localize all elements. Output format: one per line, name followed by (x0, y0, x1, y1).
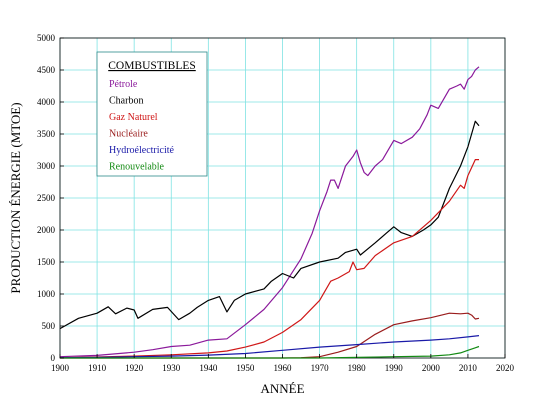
x-tick-label: 1940 (199, 363, 218, 373)
series-line-renouvelable (60, 345, 480, 359)
series-layer (59, 66, 480, 359)
y-tick-label: 4000 (37, 97, 56, 107)
series-line-petrole (59, 66, 480, 358)
x-tick-label: 1930 (162, 363, 181, 373)
y-tick-label: 3500 (37, 129, 56, 139)
y-tick-label: 2500 (37, 193, 56, 203)
y-tick-label: 0 (51, 353, 56, 363)
legend-entry: Gaz Naturel (109, 112, 158, 123)
x-tick-label: 1990 (385, 363, 404, 373)
legend-box (96, 51, 208, 177)
y-tick-label: 500 (42, 321, 56, 331)
x-tick-label: 1960 (274, 363, 293, 373)
legend-entry: Hydroélectricité (109, 145, 175, 156)
x-tick-label: 1980 (348, 363, 367, 373)
series-line-gaz-naturel (59, 159, 479, 359)
x-tick-label: 2000 (422, 363, 441, 373)
legend-entry: Renouvelable (109, 162, 165, 173)
y-tick-label: 2000 (37, 225, 56, 235)
y-axis-title: PRODUCTION ÉNERGIE (MTOE) (8, 102, 23, 293)
legend-entry: Charbon (109, 96, 143, 107)
series-line-charbon (59, 120, 480, 330)
y-tick-label: 4500 (37, 65, 56, 75)
x-tick-label: 1970 (311, 363, 330, 373)
series-line-nucleaire (60, 312, 480, 359)
x-tick-label: 2020 (496, 363, 515, 373)
y-tick-label: 1500 (37, 257, 56, 267)
x-tick-label: 2010 (459, 363, 478, 373)
legend-entry: Pétrole (109, 79, 138, 90)
legend-title: COMBUSTIBLES (108, 60, 196, 72)
y-tick-label: 1000 (37, 289, 56, 299)
legend: COMBUSTIBLES Pétrole Charbon Gaz Naturel Nu… (96, 51, 208, 177)
x-tick-label: 1950 (236, 363, 255, 373)
x-axis-ticks: 1900 1910 1920 1930 1940 1950 1960 1970 1980 1990… (51, 354, 515, 373)
series-line-hydroelectricite (59, 335, 480, 359)
x-axis-title: ANNÉE (260, 381, 304, 396)
legend-entries: Pétrole Charbon Gaz Naturel Nucléaire Hydroé… (109, 79, 175, 173)
x-tick-label: 1920 (125, 363, 144, 373)
y-tick-label: 3000 (37, 161, 56, 171)
x-tick-label: 1900 (51, 363, 70, 373)
x-tick-label: 1910 (88, 363, 107, 373)
y-axis-ticks: 0 500 1000 1500 2000 2500 3000 3500 4000 4500 5000 (37, 33, 64, 363)
y-tick-label: 5000 (37, 33, 56, 43)
legend-entry: Nucléaire (109, 129, 148, 140)
